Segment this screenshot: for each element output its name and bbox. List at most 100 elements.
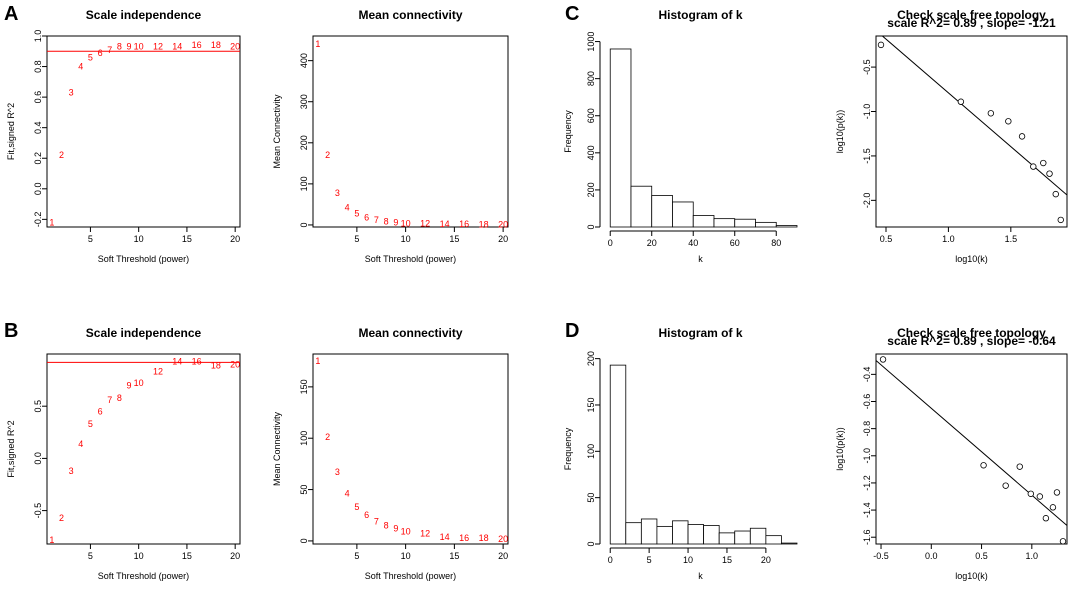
- data-point: [1016, 463, 1023, 470]
- y-tick-label: 600: [586, 108, 596, 123]
- histogram-bar: [781, 542, 798, 545]
- data-point: [1030, 163, 1037, 170]
- data-point: [1042, 515, 1050, 522]
- power-point-label: 6: [98, 48, 103, 58]
- power-point-label: 20: [498, 220, 508, 230]
- histogram-bar: [609, 364, 627, 545]
- y-axis-label: Fit,signed R^2: [6, 420, 16, 477]
- histogram-bar: [765, 535, 782, 545]
- power-point-label: 6: [98, 406, 103, 416]
- y-tick-label: 0: [299, 538, 309, 543]
- power-point-label: 6: [364, 510, 369, 520]
- y-tick-label: 50: [299, 485, 309, 495]
- y-tick-label: 0.2: [33, 152, 43, 165]
- x-axis-label: Soft Threshold (power): [98, 254, 189, 264]
- y-axis-label: Frequency: [563, 110, 573, 153]
- y-axis-label: Fit,signed R^2: [6, 103, 16, 160]
- histogram-bar: [713, 218, 736, 228]
- power-point-label: 8: [384, 521, 389, 531]
- x-tick-label: 5: [647, 555, 652, 565]
- x-axis-label: k: [698, 254, 703, 264]
- y-tick-label: -1.0: [862, 448, 872, 464]
- power-point-label: 6: [364, 213, 369, 223]
- x-tick-label: 5: [88, 234, 93, 244]
- y-axis-label: Mean Connectivity: [272, 94, 282, 169]
- power-point-label: 18: [479, 220, 489, 230]
- data-point: [1052, 190, 1059, 198]
- power-point-label: 18: [479, 533, 489, 543]
- y-tick-label: 400: [299, 53, 309, 68]
- data-point: [877, 41, 885, 49]
- plot-frame: [312, 35, 509, 228]
- panel-label-b: B: [4, 320, 18, 342]
- histogram-bar: [625, 522, 642, 545]
- power-point-label: 4: [78, 62, 83, 72]
- data-point: [1018, 133, 1026, 140]
- y-tick-label: 50: [586, 493, 596, 503]
- y-tick-label: 0.8: [33, 60, 43, 73]
- histogram-bar: [703, 525, 720, 545]
- histogram-bar: [651, 195, 673, 228]
- x-tick-label: -0.5: [873, 551, 889, 561]
- data-point: [879, 356, 887, 363]
- x-tick-label: 80: [771, 238, 781, 248]
- power-point-label: 16: [192, 356, 202, 366]
- histogram-bar: [656, 525, 673, 545]
- x-tick-label: 15: [722, 555, 732, 565]
- x-tick-label: 1.0: [942, 234, 955, 244]
- plot-frame: [875, 353, 1068, 545]
- x-tick-label: 1.0: [1026, 551, 1039, 561]
- y-axis-label: log10(p(k)): [835, 110, 845, 154]
- power-point-label: 16: [192, 40, 202, 50]
- histogram-bar: [630, 185, 653, 228]
- x-tick-label: 1.5: [1005, 234, 1018, 244]
- x-tick-label: 10: [683, 555, 693, 565]
- power-point-label: 2: [59, 150, 64, 160]
- chart-subtitle: scale R^2= 0.89 , slope= -0.64: [887, 334, 1056, 348]
- power-point-label: 14: [172, 42, 182, 52]
- power-point-label: 12: [420, 529, 430, 539]
- power-point-label: 7: [107, 45, 112, 55]
- chart-title: Histogram of k: [658, 326, 742, 340]
- power-point-label: 20: [498, 534, 508, 544]
- chart-7: Histogram of k0 5 10 15 20050100150200kFrequ…: [563, 326, 798, 581]
- x-tick-label: 20: [761, 555, 771, 565]
- y-tick-label: 0: [586, 224, 596, 229]
- x-tick-label: 20: [230, 551, 240, 561]
- y-axis-label: log10(p(k)): [835, 427, 845, 471]
- data-point: [957, 98, 965, 105]
- x-tick-label: 60: [730, 238, 740, 248]
- chart-title: Scale independence: [86, 8, 202, 22]
- data-point: [1002, 482, 1009, 489]
- data-point: [1049, 504, 1057, 511]
- x-axis-label: log10(k): [955, 254, 988, 264]
- histogram-bar: [734, 530, 751, 545]
- power-point-label: 14: [172, 356, 182, 366]
- power-point-label: 4: [78, 439, 83, 449]
- regression-line: [876, 360, 1067, 526]
- histogram-bar: [734, 218, 756, 228]
- y-tick-label: 100: [586, 444, 596, 459]
- power-point-label: 10: [401, 218, 411, 228]
- chart-3: Histogram of k0 20 40 60 8002004006008001000…: [563, 8, 798, 264]
- y-tick-label: 1.0: [33, 30, 43, 43]
- power-point-label: 8: [384, 217, 389, 227]
- x-axis-label: Soft Threshold (power): [98, 571, 189, 581]
- power-point-label: 4: [345, 203, 350, 213]
- x-tick-label: 5: [354, 234, 359, 244]
- y-tick-label: 0: [299, 222, 309, 227]
- histogram-bar: [609, 48, 632, 228]
- plot-frame: [312, 353, 509, 545]
- chart-title: Check scale free topology: [897, 8, 1046, 22]
- data-point: [1053, 489, 1061, 496]
- x-tick-label: 10: [134, 551, 144, 561]
- x-tick-label: 0: [608, 238, 613, 248]
- chart-title: Scale independence: [86, 326, 202, 340]
- x-tick-label: 0: [608, 555, 613, 565]
- data-point: [1040, 159, 1047, 167]
- panel-label-a: A: [4, 3, 18, 25]
- y-tick-label: -1.0: [862, 104, 872, 120]
